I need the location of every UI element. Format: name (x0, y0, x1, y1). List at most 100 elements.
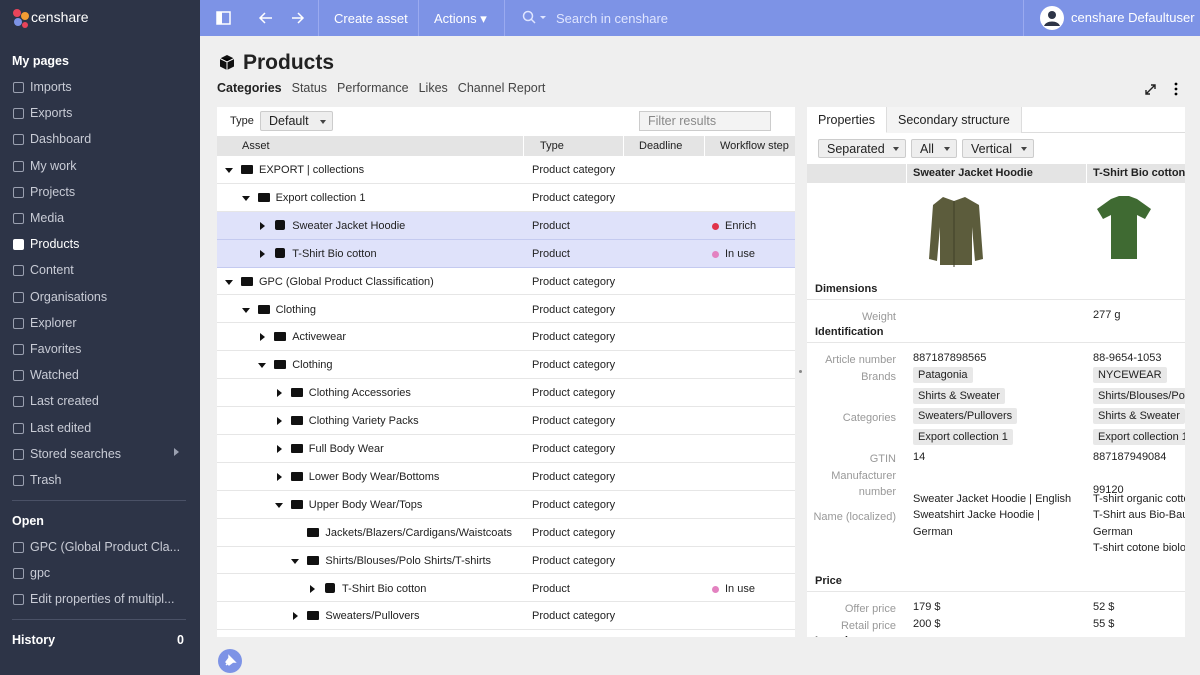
expand-toggle[interactable] (260, 249, 266, 258)
tree-row[interactable] (217, 463, 795, 491)
column-header[interactable]: Deadline (639, 140, 683, 152)
asset-name[interactable]: Export collection 1 (275, 191, 366, 204)
expand-toggle[interactable] (258, 363, 267, 369)
asset-name[interactable]: Upper Body Wear/Tops (308, 498, 423, 511)
nav-item[interactable]: Organisations (30, 289, 108, 304)
nav-item[interactable]: My work (30, 158, 77, 173)
expand-toggle[interactable] (293, 612, 299, 621)
nav-item[interactable]: Trash (30, 473, 62, 487)
expand-toggle[interactable] (274, 502, 283, 508)
nav-item[interactable]: Products (30, 237, 80, 252)
nav-item[interactable]: Explorer (30, 315, 77, 330)
expand-toggle[interactable] (260, 221, 266, 230)
column-header[interactable]: Type (540, 140, 564, 152)
view-dropdown[interactable]: Separated (818, 139, 906, 158)
nav-item[interactable]: Watched (30, 368, 79, 383)
page-tab[interactable]: Categories (217, 81, 282, 95)
nav-item[interactable]: Exports (30, 106, 73, 121)
section-title: Identification (815, 326, 884, 338)
expand-toggle[interactable] (291, 558, 300, 564)
tree-row[interactable] (217, 602, 795, 631)
expand-toggle[interactable] (241, 307, 250, 313)
open-item[interactable]: Edit properties of multipl... (30, 592, 175, 607)
tree-row[interactable] (217, 575, 795, 603)
asset-name[interactable]: EXPORT | collections (259, 164, 365, 176)
asset-name[interactable]: Shirts/Blouses/Polo Shirts/T-shirts (325, 554, 492, 567)
column-header[interactable]: Asset (242, 140, 270, 152)
column-header[interactable]: Workflow step (720, 140, 789, 152)
view-dropdown[interactable]: All (911, 139, 957, 158)
page-tab[interactable]: Status (291, 81, 328, 95)
asset-name[interactable]: Clothing Accessories (308, 387, 411, 400)
panel-tools[interactable] (1144, 82, 1184, 96)
tree-row[interactable] (217, 351, 795, 380)
asset-type: Product category (532, 164, 616, 176)
expand-toggle[interactable] (225, 168, 233, 173)
property-chip: Shirts & Sweater (1093, 408, 1185, 424)
user-avatar[interactable] (1039, 5, 1065, 31)
search-input[interactable]: Search in censhare (556, 11, 669, 26)
asset-name[interactable]: Lower Body Wear/Bottoms (308, 470, 440, 483)
tree-row[interactable] (217, 268, 795, 296)
page-tab[interactable]: Performance (337, 81, 409, 95)
actions-menu[interactable]: Actions ▾ (434, 11, 487, 26)
filter-input[interactable]: Filter results (639, 111, 771, 131)
tree-row[interactable] (217, 379, 795, 408)
asset-name[interactable]: Full Body Wear (308, 443, 384, 455)
tree-row[interactable] (217, 184, 795, 212)
nav-item[interactable]: Media (30, 211, 65, 225)
create-asset-button[interactable]: Create asset (334, 11, 408, 26)
tree-row[interactable] (217, 296, 795, 324)
pin-button[interactable] (217, 648, 243, 674)
search-icon[interactable] (522, 10, 550, 26)
tree-row[interactable] (217, 547, 795, 575)
expand-toggle[interactable] (260, 333, 266, 342)
nav-item[interactable]: Favorites (30, 342, 82, 356)
nav-item[interactable]: Last created (30, 394, 99, 409)
tree-row[interactable] (217, 323, 795, 352)
asset-name[interactable]: Sweaters/Pullovers (325, 610, 420, 623)
expand-toggle[interactable] (241, 195, 250, 201)
asset-name[interactable]: Clothing Variety Packs (308, 415, 419, 428)
details-tab[interactable]: Properties (807, 107, 887, 133)
splitter[interactable] (799, 370, 802, 373)
expand-toggle[interactable] (276, 417, 282, 426)
view-dropdown[interactable]: Vertical (962, 139, 1034, 158)
tree-row[interactable] (217, 156, 795, 184)
tree-row[interactable] (217, 519, 795, 547)
tree-row-selected[interactable] (217, 211, 795, 240)
details-tab[interactable]: Secondary structure (886, 107, 1022, 133)
tree-row[interactable] (217, 435, 795, 463)
asset-name[interactable]: Clothing (275, 303, 316, 316)
asset-name[interactable]: Sweater Jacket Hoodie (292, 219, 406, 232)
open-item[interactable]: GPC (Global Product Cla... (30, 540, 181, 554)
asset-name[interactable]: T-Shirt Bio cotton (342, 582, 427, 595)
tree-row-selected[interactable] (217, 239, 795, 268)
nav-item[interactable]: Projects (30, 184, 76, 199)
sidebar-toggle[interactable] (216, 10, 232, 26)
asset-name[interactable]: GPC (Global Product Classification) (259, 275, 434, 288)
nav-item[interactable]: Stored searches (30, 446, 122, 461)
nav-item[interactable]: Content (30, 263, 74, 278)
nav-item[interactable]: Last edited (30, 420, 92, 435)
nav-arrows[interactable] (258, 10, 306, 26)
expand-toggle[interactable] (276, 389, 282, 398)
nav-item[interactable]: Dashboard (30, 132, 92, 147)
tree-row[interactable] (217, 407, 795, 435)
page-tab[interactable]: Channel Report (457, 81, 546, 95)
expand-toggle[interactable] (225, 279, 233, 285)
asset-name[interactable]: Activewear (292, 331, 346, 344)
open-item[interactable]: gpc (30, 566, 51, 581)
folder-icon (241, 165, 253, 174)
asset-name[interactable]: Jackets/Blazers/Cardigans/Waistcoats (325, 526, 513, 539)
tree-row[interactable] (217, 491, 795, 519)
type-dropdown[interactable]: Default (260, 111, 333, 131)
asset-name[interactable]: Clothing (292, 359, 333, 372)
expand-toggle[interactable] (310, 584, 315, 593)
expand-toggle[interactable] (276, 445, 282, 453)
page-tab[interactable]: Likes (418, 81, 448, 95)
user-name[interactable]: censhare Defaultuser (1071, 10, 1195, 25)
expand-toggle[interactable] (276, 472, 282, 481)
asset-name[interactable]: T-Shirt Bio cotton (292, 247, 377, 260)
nav-item[interactable]: Imports (30, 80, 72, 94)
